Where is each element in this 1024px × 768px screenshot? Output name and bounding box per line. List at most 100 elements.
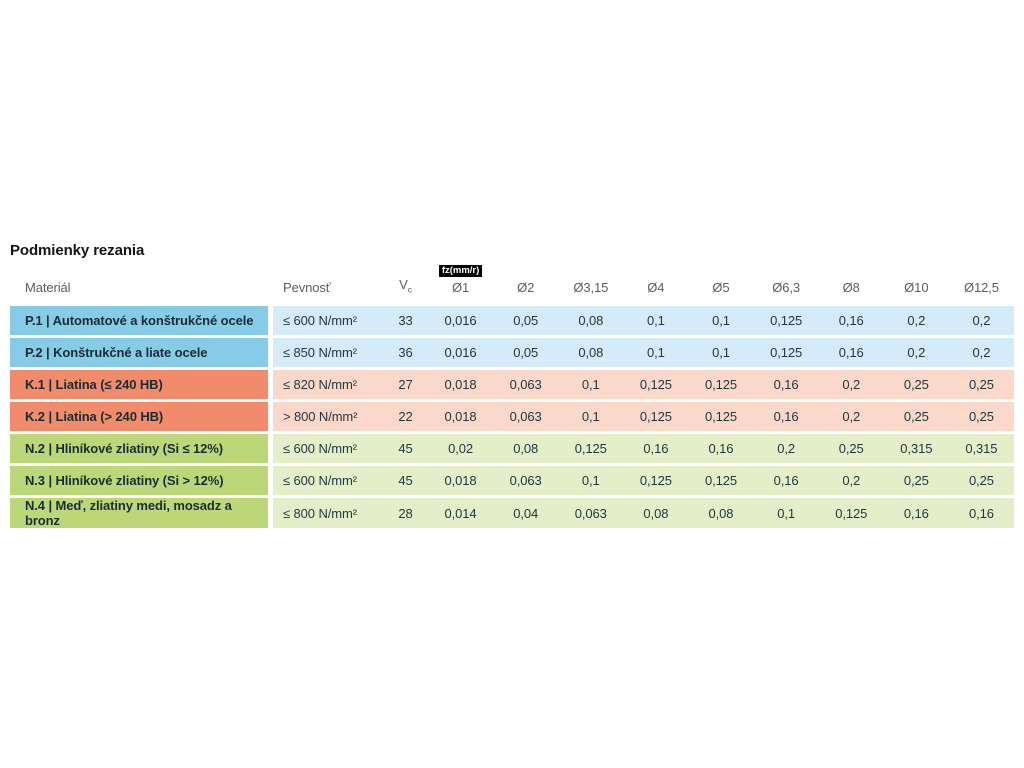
feed-rate-badge: fz(mm/r) xyxy=(438,265,483,277)
feed-cell: 0,125 xyxy=(753,306,819,335)
feed-cell: 0,1 xyxy=(558,402,624,431)
feed-cell: 0,125 xyxy=(623,370,689,399)
column-header-d2: Ø2 xyxy=(517,280,535,295)
material-cell: K.1 | Liatina (≤ 240 HB) xyxy=(10,370,273,399)
table-row: N.3 | Hliníkové zliatiny (Si > 12%) ≤ 60… xyxy=(10,466,1014,495)
feed-cell: 0,125 xyxy=(688,402,754,431)
table-row: N.4 | Meď, zliatiny medi, mosadz a bronz… xyxy=(10,498,1014,528)
strength-cell: ≤ 600 N/mm² xyxy=(273,434,383,463)
material-cell: P.1 | Automatové a konštrukčné ocele xyxy=(10,306,273,335)
column-header-vc: Vc xyxy=(383,262,428,303)
material-cell: N.2 | Hliníkové zliatiny (Si ≤ 12%) xyxy=(10,434,273,463)
feed-cell: 0,02 xyxy=(428,434,494,463)
feed-cell: 0,08 xyxy=(558,338,624,367)
column-header-d3: Ø3,15 xyxy=(573,280,609,295)
material-cell: P.2 | Konštrukčné a liate ocele xyxy=(10,338,273,367)
feed-cell: 0,2 xyxy=(753,434,819,463)
column-header-d1: fz(mm/r) Ø1 xyxy=(428,262,493,303)
feed-cell: 0,08 xyxy=(493,434,559,463)
strength-cell: ≤ 800 N/mm² xyxy=(273,498,383,528)
feed-cell: 0,25 xyxy=(948,370,1014,399)
column-header-d6: Ø6,3 xyxy=(772,280,800,295)
feed-cell: 0,018 xyxy=(428,370,494,399)
strength-cell: ≤ 820 N/mm² xyxy=(273,370,383,399)
feed-cell: 0,05 xyxy=(493,306,559,335)
feed-cell: 0,2 xyxy=(883,306,949,335)
feed-cell: 0,125 xyxy=(623,466,689,495)
table-row: K.2 | Liatina (> 240 HB) > 800 N/mm² 22 … xyxy=(10,402,1014,431)
column-header-d8: Ø10 xyxy=(904,280,929,295)
table-row: N.2 | Hliníkové zliatiny (Si ≤ 12%) ≤ 60… xyxy=(10,434,1014,463)
feed-cell: 0,2 xyxy=(883,338,949,367)
feed-cell: 0,16 xyxy=(818,306,884,335)
page-title: Podmienky rezania xyxy=(10,242,145,259)
feed-cell: 0,315 xyxy=(883,434,949,463)
feed-cell: 0,014 xyxy=(428,498,494,528)
feed-cell: 0,25 xyxy=(948,402,1014,431)
vc-cell: 28 xyxy=(383,498,428,528)
feed-cell: 0,2 xyxy=(818,466,884,495)
column-header-d5: Ø5 xyxy=(712,280,730,295)
feed-cell: 0,063 xyxy=(558,498,624,528)
feed-cell: 0,1 xyxy=(688,306,754,335)
feed-cell: 0,16 xyxy=(948,498,1014,528)
strength-cell: ≤ 850 N/mm² xyxy=(273,338,383,367)
feed-cell: 0,25 xyxy=(818,434,884,463)
table-row: P.2 | Konštrukčné a liate ocele ≤ 850 N/… xyxy=(10,338,1014,367)
feed-cell: 0,16 xyxy=(623,434,689,463)
feed-cell: 0,1 xyxy=(623,306,689,335)
feed-cell: 0,25 xyxy=(883,402,949,431)
column-header-d7: Ø8 xyxy=(842,280,860,295)
feed-cell: 0,16 xyxy=(818,338,884,367)
vc-cell: 45 xyxy=(383,466,428,495)
strength-cell: ≤ 600 N/mm² xyxy=(273,466,383,495)
feed-cell: 0,125 xyxy=(818,498,884,528)
column-header-d9: Ø12,5 xyxy=(963,280,999,295)
feed-cell: 0,25 xyxy=(883,466,949,495)
strength-cell: ≤ 600 N/mm² xyxy=(273,306,383,335)
feed-cell: 0,1 xyxy=(558,466,624,495)
cutting-conditions-table: Materiál Pevnosť Vc fz(mm/r) Ø1 Ø2 Ø3,15… xyxy=(10,259,1014,531)
feed-cell: 0,125 xyxy=(558,434,624,463)
material-cell: N.3 | Hliníkové zliatiny (Si > 12%) xyxy=(10,466,273,495)
vc-cell: 36 xyxy=(383,338,428,367)
feed-cell: 0,018 xyxy=(428,466,494,495)
feed-cell: 0,2 xyxy=(818,402,884,431)
feed-cell: 0,125 xyxy=(688,370,754,399)
column-header-strength: Pevnosť xyxy=(283,280,331,295)
material-cell: N.4 | Meď, zliatiny medi, mosadz a bronz xyxy=(10,498,273,528)
cutting-conditions-section: Podmienky rezania Materiál Pevnosť Vc fz… xyxy=(10,243,1014,531)
feed-cell: 0,05 xyxy=(493,338,559,367)
feed-cell: 0,16 xyxy=(753,466,819,495)
feed-cell: 0,063 xyxy=(493,370,559,399)
feed-cell: 0,25 xyxy=(883,370,949,399)
feed-cell: 0,125 xyxy=(753,338,819,367)
feed-cell: 0,125 xyxy=(688,466,754,495)
feed-cell: 0,1 xyxy=(558,370,624,399)
table-row: P.1 | Automatové a konštrukčné ocele ≤ 6… xyxy=(10,306,1014,335)
vc-subscript: c xyxy=(407,285,412,295)
vc-cell: 27 xyxy=(383,370,428,399)
feed-cell: 0,016 xyxy=(428,306,494,335)
material-cell: K.2 | Liatina (> 240 HB) xyxy=(10,402,273,431)
feed-cell: 0,2 xyxy=(948,338,1014,367)
strength-cell: > 800 N/mm² xyxy=(273,402,383,431)
column-header-d4: Ø4 xyxy=(647,280,665,295)
feed-cell: 0,08 xyxy=(558,306,624,335)
table-row: K.1 | Liatina (≤ 240 HB) ≤ 820 N/mm² 27 … xyxy=(10,370,1014,399)
vc-symbol: V xyxy=(399,277,408,293)
feed-cell: 0,016 xyxy=(428,338,494,367)
feed-cell: 0,063 xyxy=(493,402,559,431)
feed-cell: 0,063 xyxy=(493,466,559,495)
feed-cell: 0,16 xyxy=(753,370,819,399)
feed-cell: 0,16 xyxy=(883,498,949,528)
vc-cell: 45 xyxy=(383,434,428,463)
table-header-row: Materiál Pevnosť Vc fz(mm/r) Ø1 Ø2 Ø3,15… xyxy=(10,262,1014,303)
feed-cell: 0,2 xyxy=(948,306,1014,335)
column-header-material: Materiál xyxy=(25,280,71,295)
feed-cell: 0,08 xyxy=(688,498,754,528)
feed-cell: 0,018 xyxy=(428,402,494,431)
feed-cell: 0,2 xyxy=(818,370,884,399)
diameter-label: Ø1 xyxy=(451,280,470,295)
feed-cell: 0,04 xyxy=(493,498,559,528)
